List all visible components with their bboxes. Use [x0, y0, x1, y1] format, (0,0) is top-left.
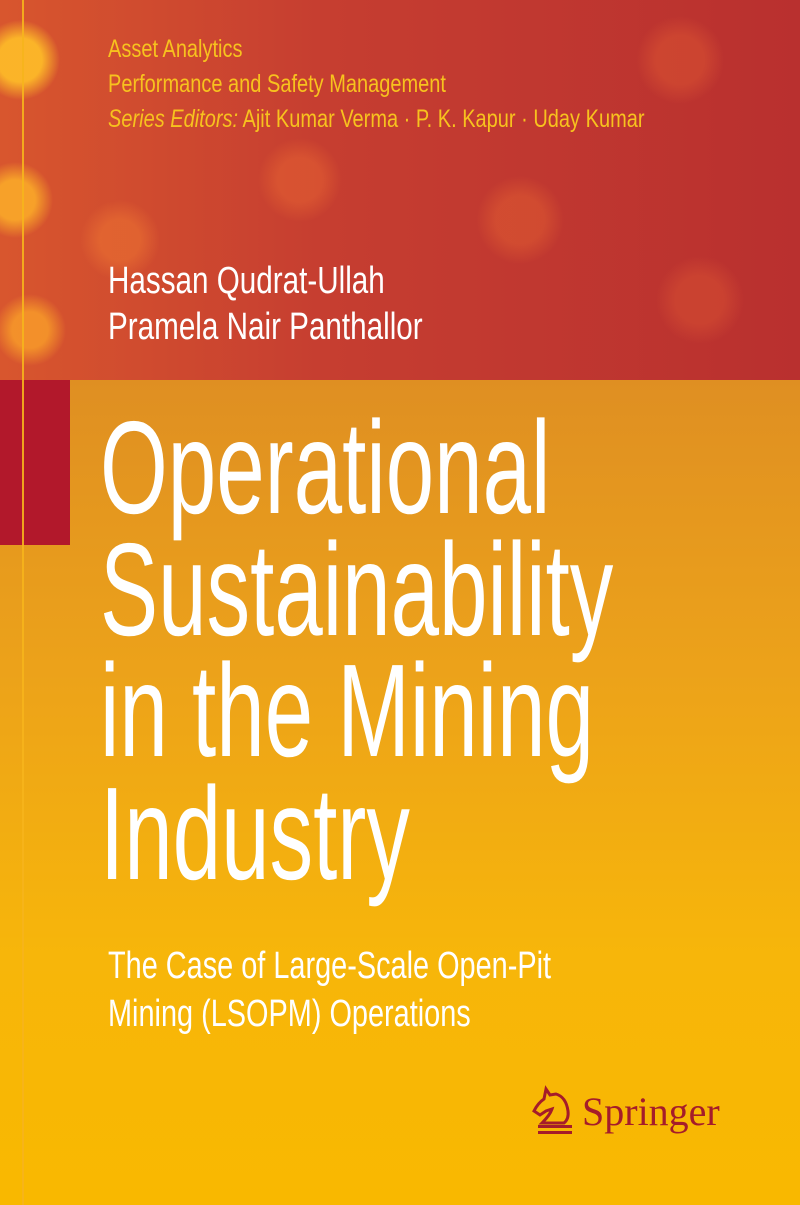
knight-horse-logo-icon	[532, 1085, 572, 1134]
subtitle-line-1: The Case of Large-Scale Open-Pit	[108, 945, 552, 987]
author-1: Hassan Qudrat-Ullah	[108, 260, 385, 302]
title-line-1: Operational	[100, 394, 551, 541]
title-line-3: in the Mining	[100, 637, 594, 784]
series-title: Asset Analytics	[108, 35, 243, 63]
spine-line	[22, 0, 24, 1205]
series-editors: Series Editors: Ajit Kumar Verma · P. K.…	[108, 105, 645, 134]
cover-upper-background	[0, 0, 800, 380]
subtitle-line-2: Mining (LSOPM) Operations	[108, 993, 471, 1035]
series-editors-label: Series Editors:	[108, 105, 239, 133]
accent-block	[0, 380, 70, 545]
series-subtitle: Performance and Safety Management	[108, 70, 446, 98]
cover-lower-background	[0, 380, 800, 1205]
title-line-2: Sustainability	[100, 516, 614, 663]
publisher-logo: Springer	[532, 1085, 720, 1137]
author-2: Pramela Nair Panthallor	[108, 306, 423, 348]
publisher-name: Springer	[582, 1088, 720, 1134]
series-editors-names: Ajit Kumar Verma · P. K. Kapur · Uday Ku…	[242, 105, 645, 133]
title-line-4: Industry	[100, 760, 410, 907]
